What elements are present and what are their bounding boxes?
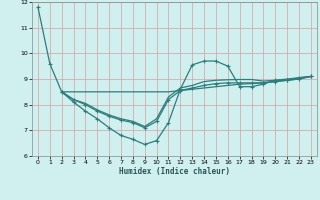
X-axis label: Humidex (Indice chaleur): Humidex (Indice chaleur) — [119, 167, 230, 176]
